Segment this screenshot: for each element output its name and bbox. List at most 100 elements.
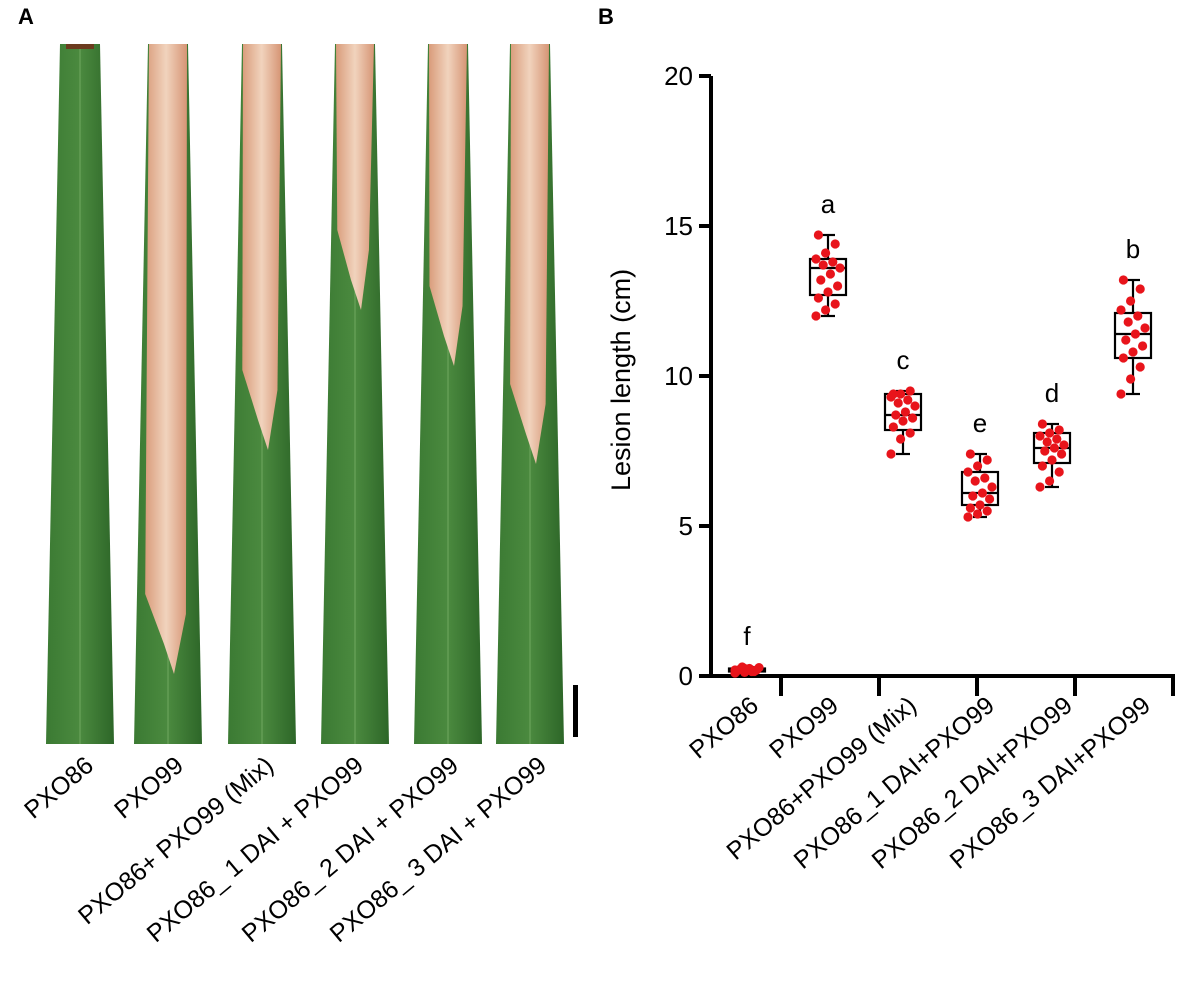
significance-letter: d — [1045, 378, 1059, 408]
data-point — [888, 422, 899, 432]
data-point — [896, 434, 906, 444]
leaf-lesion — [336, 44, 374, 310]
data-point — [910, 401, 920, 411]
leaf-4 — [321, 44, 389, 744]
data-point — [730, 665, 740, 675]
data-point — [900, 407, 911, 417]
box-plot-chart: Lesion length (cm) 0 5 10 15 20 f a c e d b PXO86… — [606, 61, 1175, 875]
data-point — [818, 260, 828, 270]
data-point — [977, 488, 988, 498]
data-point — [905, 386, 915, 396]
data-point — [1135, 284, 1145, 294]
y-tick-label: 20 — [664, 61, 693, 91]
data-point — [835, 263, 845, 273]
data-point — [816, 275, 826, 285]
data-point — [1052, 434, 1062, 444]
data-point — [813, 293, 824, 303]
data-point — [965, 449, 976, 459]
data-point — [1057, 449, 1067, 459]
data-point — [813, 230, 824, 240]
data-point — [982, 455, 992, 465]
data-point — [1133, 311, 1143, 321]
y-tick-label: 10 — [664, 361, 693, 391]
data-point — [1135, 362, 1145, 372]
data-point — [821, 305, 831, 315]
data-point — [811, 311, 821, 321]
data-point — [985, 494, 995, 504]
data-point — [1059, 440, 1069, 450]
data-point — [908, 413, 918, 423]
significance-letter: a — [821, 189, 836, 219]
y-tick-label: 0 — [679, 661, 693, 691]
data-point — [1035, 482, 1045, 492]
data-point — [830, 239, 840, 249]
box-1: f — [727, 621, 767, 678]
box-2: a — [808, 189, 848, 321]
data-point — [1042, 437, 1052, 447]
data-point — [965, 503, 976, 513]
y-axis-title: Lesion length (cm) — [606, 269, 636, 491]
data-point — [833, 281, 843, 291]
leaf-1 — [46, 44, 114, 744]
data-point — [888, 389, 899, 399]
data-point — [886, 449, 896, 459]
data-point — [898, 416, 908, 426]
y-tick-label: 5 — [679, 511, 693, 541]
data-point — [740, 663, 750, 674]
y-ticks: 0 5 10 15 20 — [664, 61, 711, 691]
data-point — [970, 476, 980, 486]
data-point — [821, 248, 831, 258]
leaf-3 — [228, 44, 296, 744]
data-point — [905, 428, 915, 438]
data-point — [1047, 455, 1057, 465]
data-point — [1138, 341, 1148, 351]
data-point — [1118, 275, 1128, 285]
data-point — [963, 467, 973, 477]
leaf-2 — [134, 44, 202, 744]
data-point — [896, 389, 906, 399]
data-point — [830, 299, 840, 309]
leaf-5 — [414, 44, 482, 744]
significance-letter: c — [897, 345, 910, 375]
data-point — [893, 398, 903, 408]
data-point — [749, 666, 759, 676]
leaf-lesion — [145, 44, 187, 674]
data-point — [828, 257, 838, 267]
data-point — [975, 500, 985, 510]
data-point — [1054, 467, 1064, 477]
data-point — [1121, 335, 1131, 345]
data-point — [982, 506, 992, 516]
data-point — [1035, 431, 1045, 441]
data-point — [1037, 419, 1047, 429]
leaf-lesion — [510, 44, 549, 464]
data-point — [963, 512, 973, 522]
data-point — [1126, 296, 1136, 306]
data-point — [891, 410, 901, 420]
data-point — [1118, 353, 1128, 363]
leaf-lesion — [429, 44, 467, 366]
data-point — [987, 482, 997, 492]
y-tick-label: 15 — [664, 211, 693, 241]
box-4: e — [960, 408, 1000, 522]
data-point — [973, 461, 983, 471]
panel-a-letter: A — [18, 4, 34, 29]
data-point — [1037, 461, 1047, 471]
significance-letter: f — [743, 621, 751, 651]
scale-bar — [573, 685, 578, 737]
data-point — [1054, 425, 1064, 435]
data-point — [1045, 476, 1055, 486]
data-point — [1116, 389, 1126, 399]
data-point — [823, 287, 833, 297]
box-3: c — [883, 345, 923, 459]
data-point — [980, 473, 990, 483]
data-point — [1049, 443, 1059, 453]
data-point — [1126, 374, 1136, 384]
data-point — [968, 491, 978, 501]
significance-letter: e — [973, 408, 987, 438]
data-point — [1140, 323, 1150, 333]
boxes: f a c e d b — [727, 189, 1153, 678]
data-point — [903, 395, 913, 405]
box-6: b — [1113, 234, 1153, 399]
